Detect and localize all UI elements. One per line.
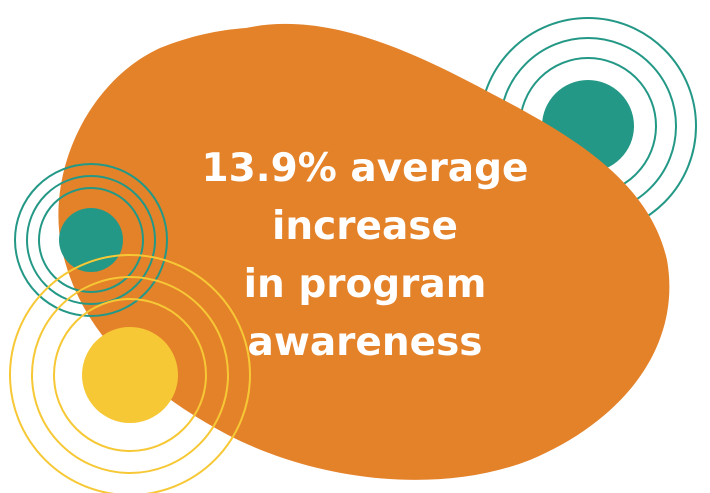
headline-line-4: awareness	[247, 320, 483, 365]
headline-line-3: in program	[243, 262, 487, 307]
headline: 13.9% average increase in program awaren…	[180, 140, 550, 372]
headline-line-2: increase	[272, 204, 458, 249]
teal-ripple-left	[14, 163, 168, 317]
headline-line-1: 13.9% average	[201, 146, 529, 191]
yellow-ripple-bottom-left	[9, 254, 251, 493]
orange-blob	[58, 23, 670, 480]
